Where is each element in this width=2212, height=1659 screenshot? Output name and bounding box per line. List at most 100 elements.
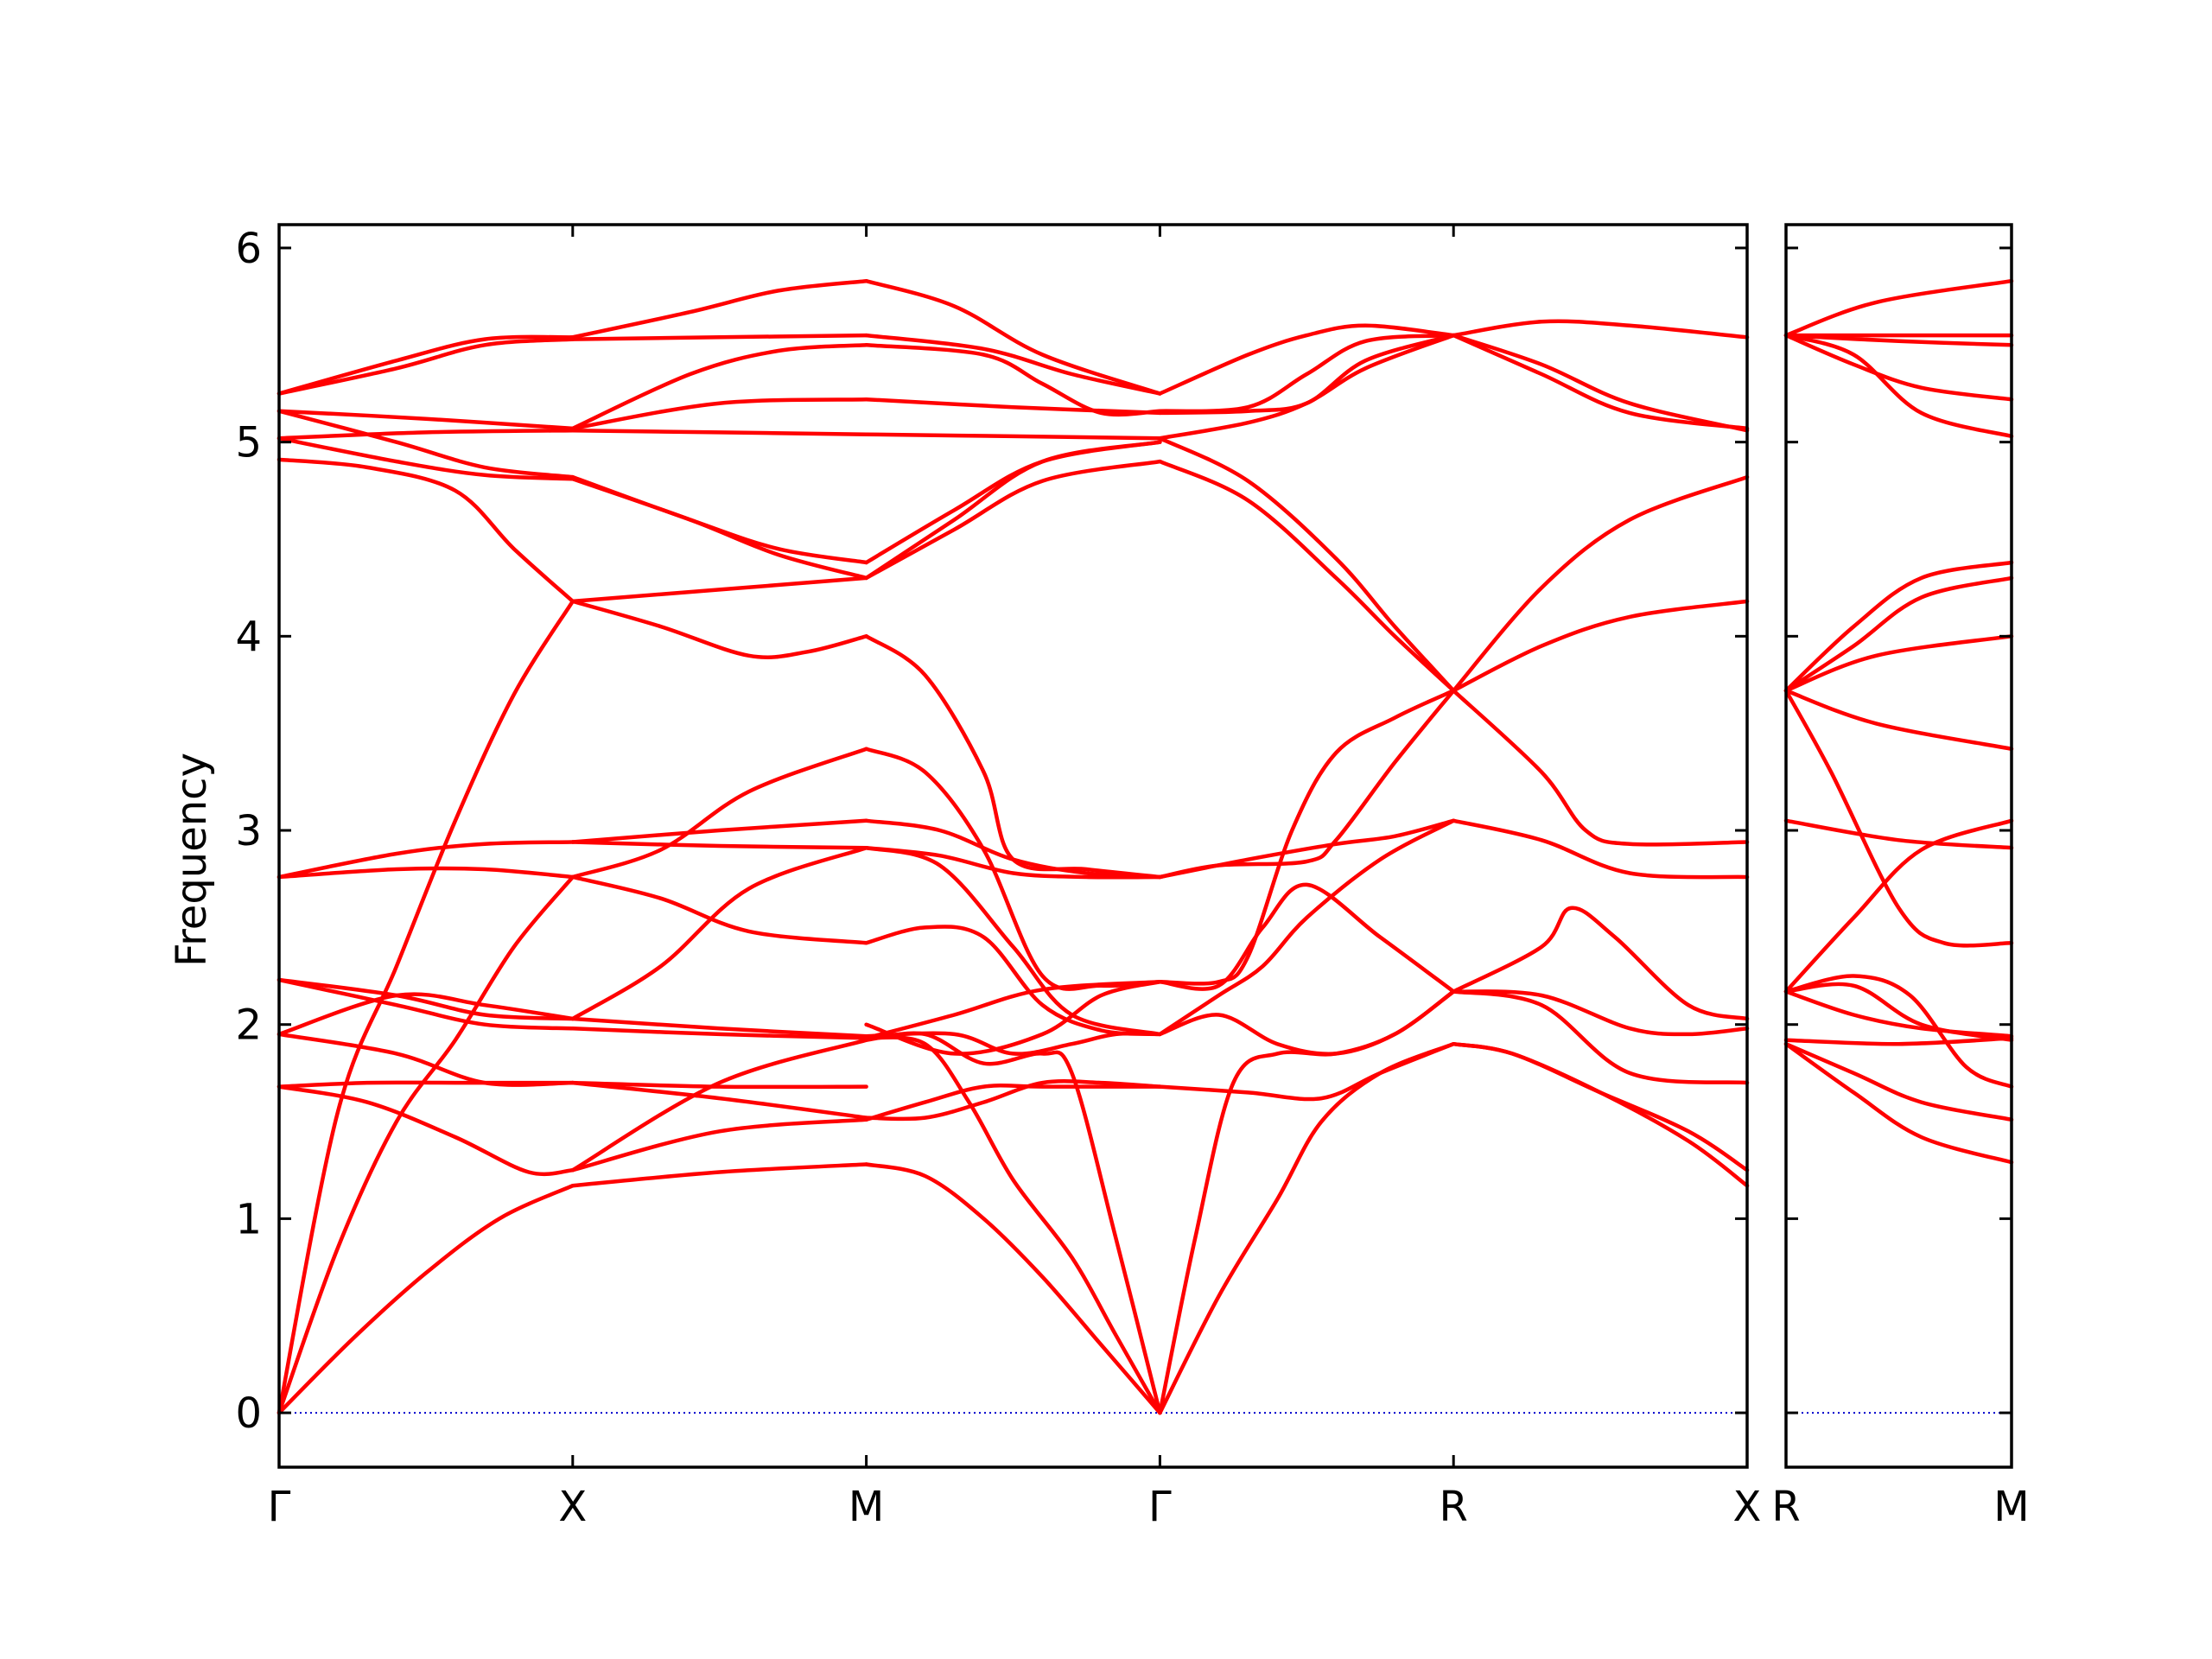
band-line-R-M-5 xyxy=(1783,982,2014,1042)
band-line-X-M-4 xyxy=(570,1080,868,1120)
band-line-X-M-9 xyxy=(570,874,868,945)
band-line-R-M-14 xyxy=(1783,333,2014,439)
band-line-Γ-R-5 xyxy=(1158,818,1456,1037)
band-line-R-M-9 xyxy=(1783,689,2014,948)
band-line-Γ-R-11 xyxy=(1158,435,1456,693)
band-line-Γ-X-9 xyxy=(276,977,575,1031)
band-line-Γ-R-6 xyxy=(1158,882,1456,994)
band-line-R-X-10 xyxy=(1451,333,1750,433)
band-line-R-X-6 xyxy=(1451,818,1750,880)
band-line-R-X-1 xyxy=(1451,1041,1750,1188)
band-line-X-M-17 xyxy=(570,428,868,436)
band-line-X-M-20 xyxy=(570,333,868,341)
band-line-R-X-5 xyxy=(1451,989,1750,1037)
x-tick-label: R xyxy=(1440,1483,1468,1531)
band-line-X-M-2 xyxy=(570,1117,868,1173)
main-panel: 0 1 2 3 4 5 6 Γ X M Γ R X xyxy=(235,223,1762,1531)
band-line-R-X-12 xyxy=(1451,319,1750,340)
band-line-M-Γ-17 xyxy=(864,440,1162,565)
band-line-M-Γ-22 xyxy=(864,278,1162,396)
band-line-X-M-1 xyxy=(570,1162,868,1188)
band-line-Γ-R-12 xyxy=(1158,333,1456,441)
y-tick-label: 1 xyxy=(235,1195,262,1243)
x-tick-label: M xyxy=(1993,1483,2029,1531)
band-line-R-M-6 xyxy=(1783,989,2014,1039)
band-line-Γ-X-2 xyxy=(276,874,575,1415)
band-line-Γ-X-18 xyxy=(276,334,575,396)
band-line-R-M-15 xyxy=(1783,333,2014,402)
band-line-R-X-9 xyxy=(1451,474,1750,693)
band-line-M-Γ-9 xyxy=(864,925,1162,1037)
band-line-Γ-X-17 xyxy=(276,337,575,396)
band-line-R-X-4 xyxy=(1451,906,1750,1021)
band-line-R-M-13 xyxy=(1783,560,2014,693)
band-line-M-Γ-13 xyxy=(864,818,1162,880)
band-line-Γ-X-1 xyxy=(276,1183,575,1415)
band-line-R-M-7 xyxy=(1783,818,2014,994)
band-line-M-Γ-3 xyxy=(864,1084,1162,1122)
band-line-R-M-3 xyxy=(1783,1036,2014,1046)
band-line-R-X-3 xyxy=(1451,989,1750,1085)
x-tick-label: Γ xyxy=(268,1483,291,1531)
band-line-X-M-7 xyxy=(570,1016,868,1039)
x-tick-label: X xyxy=(558,1483,587,1531)
band-line-M-Γ-15 xyxy=(864,459,1162,581)
band-line-Γ-X-6 xyxy=(276,1032,575,1087)
band-line-R-M-1 xyxy=(1783,1041,2014,1165)
band-line-X-M-10 xyxy=(570,747,868,880)
band-line-X-M-12 xyxy=(570,818,868,844)
band-line-M-Γ-1 xyxy=(864,1162,1162,1415)
x-tick-label: M xyxy=(849,1483,884,1531)
y-tick-label: 5 xyxy=(235,419,262,467)
band-line-R-M-4 xyxy=(1783,974,2014,1089)
band-line-M-Γ-19 xyxy=(864,397,1162,416)
band-line-X-M-18 xyxy=(570,397,868,431)
band-line-M-Γ-10 xyxy=(864,845,1162,1037)
band-line-X-M-11 xyxy=(570,840,868,850)
band-line-M-Γ-14 xyxy=(864,634,1162,880)
y-axis-label: Frequency xyxy=(168,753,216,967)
band-line-M-Γ-11 xyxy=(864,747,1162,991)
band-line-M-Γ-4 xyxy=(864,1031,1162,1415)
band-line-Γ-X-3 xyxy=(276,599,575,1415)
band-line-Γ-X-11 xyxy=(276,840,575,880)
band-line-X-M-14 xyxy=(570,575,868,604)
y-tick-label: 4 xyxy=(235,613,262,661)
band-line-R-M-10 xyxy=(1783,689,2014,751)
band-line-Γ-X-7 xyxy=(276,992,575,1037)
band-line-R-X-2 xyxy=(1451,1041,1750,1173)
y-tick-label: 0 xyxy=(235,1389,262,1438)
band-line-Γ-X-10 xyxy=(276,866,575,880)
band-line-Γ-X-13 xyxy=(276,435,575,481)
band-line-X-M-21 xyxy=(570,278,868,340)
x-tick-label: Γ xyxy=(1148,1483,1172,1531)
band-line-Γ-X-15 xyxy=(276,409,575,480)
band-line-Γ-R-9 xyxy=(1158,818,1456,880)
band-line-M-Γ-12 xyxy=(864,845,1162,880)
band-line-X-M-19 xyxy=(570,343,868,431)
y-tick-label: 3 xyxy=(235,807,262,855)
band-line-M-Γ-20 xyxy=(864,343,1162,417)
band-line-X-M-5 xyxy=(570,1080,868,1090)
band-line-Γ-X-4 xyxy=(276,1084,575,1177)
band-line-X-M-3 xyxy=(570,1038,868,1173)
band-line-X-M-6 xyxy=(570,1026,868,1040)
band-line-Γ-X-5 xyxy=(276,1080,575,1089)
band-line-Γ-R-3 xyxy=(1158,1041,1456,1102)
band-line-Γ-X-8 xyxy=(276,977,575,1021)
band-line-M-Γ-21 xyxy=(864,333,1162,396)
x-tick-label: X xyxy=(1733,1483,1762,1531)
band-line-R-X-7 xyxy=(1451,689,1750,847)
band-line-R-M-11 xyxy=(1783,634,2014,693)
band-line-M-Γ-18 xyxy=(864,432,1162,441)
band-line-X-M-16 xyxy=(570,474,868,565)
band-line-R-M-2 xyxy=(1783,1041,2014,1122)
band-line-Γ-X-16 xyxy=(276,409,575,431)
band-line-R-M-18 xyxy=(1783,278,2014,338)
band-line-M-Γ-2 xyxy=(864,1079,1162,1122)
band-line-M-Γ-5 xyxy=(864,1035,1162,1415)
band-line-R-M-12 xyxy=(1783,575,2014,693)
band-line-M-Γ-8 xyxy=(864,980,1162,1056)
